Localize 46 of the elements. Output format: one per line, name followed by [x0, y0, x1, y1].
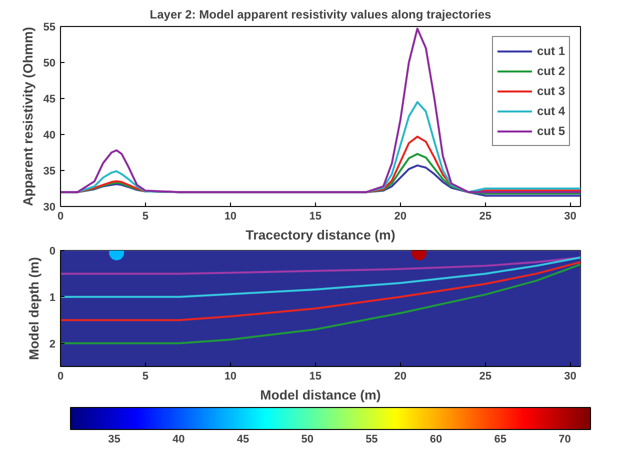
x-axis-title: Model distance (m) — [260, 388, 381, 402]
line-series — [60, 28, 580, 194]
y-tick-label: 2 — [49, 338, 56, 350]
y-axis-title: Apparent resistivity (Ohmm) — [20, 26, 36, 206]
color-bar-label: 45 — [236, 434, 250, 446]
color-bar-label: 70 — [558, 434, 571, 446]
x-tick-label: 30 — [564, 210, 576, 222]
x-tick-label: 0 — [57, 210, 64, 222]
color-bar-label: 65 — [494, 434, 507, 446]
y-tick-label: 50 — [43, 58, 56, 70]
x-tick-label: 15 — [309, 370, 322, 382]
x-tick-label: 10 — [224, 210, 237, 222]
y-tick-label: 55 — [43, 22, 56, 34]
color-bar-label: 55 — [366, 434, 378, 446]
color-bar-label: 35 — [108, 434, 120, 446]
y-tick-label: 0 — [49, 246, 56, 258]
y-tick-label: 40 — [43, 130, 56, 142]
color-bar-label: 50 — [301, 434, 314, 446]
color-bar-label: 40 — [172, 434, 185, 446]
line-series — [60, 263, 580, 344]
legend-label: cut 3 — [536, 84, 565, 98]
legend-label: cut 2 — [536, 64, 565, 78]
line-series — [60, 256, 580, 275]
x-tick-label: 5 — [142, 210, 149, 222]
x-tick-label: 20 — [394, 370, 406, 382]
y-tick-label: 35 — [43, 166, 56, 178]
x-tick-label: 25 — [479, 370, 492, 382]
y-tick-label: 30 — [43, 202, 56, 214]
chart-title: Layer 2: Model apparent resistivity values along trajectories — [150, 8, 492, 22]
color-bar-label: 60 — [430, 434, 442, 446]
x-tick-label: 5 — [142, 370, 149, 382]
legend-label: cut 1 — [536, 44, 565, 58]
x-tick-label: 10 — [224, 370, 237, 382]
x-axis-title: Tracectory distance (m) — [246, 228, 396, 242]
legend-label: cut 4 — [536, 104, 565, 118]
x-tick-label: 20 — [394, 210, 406, 222]
y-tick-label: 1 — [49, 292, 56, 304]
x-tick-label: 30 — [564, 370, 576, 382]
x-tick-label: 25 — [479, 210, 492, 222]
x-tick-label: 15 — [309, 210, 322, 222]
y-tick-label: 45 — [43, 94, 56, 106]
legend-label: cut 5 — [536, 124, 565, 138]
y-axis-title: Model depth (m) — [26, 257, 42, 360]
x-tick-label: 0 — [57, 370, 64, 382]
line-series — [60, 261, 580, 322]
line-series — [60, 256, 580, 298]
